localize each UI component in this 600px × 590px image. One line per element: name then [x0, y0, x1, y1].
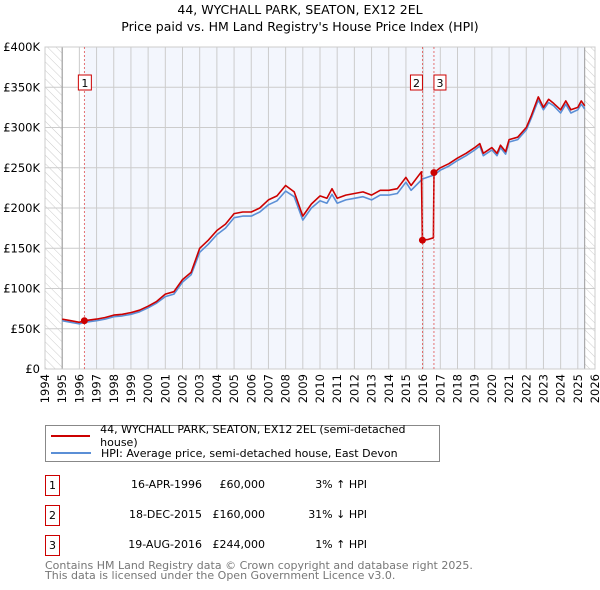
x-tick-label: 2002	[176, 374, 190, 403]
x-tick-label: 2018	[451, 374, 465, 403]
legend-item-property: 44, WYCHALL PARK, SEATON, EX12 2EL (semi…	[51, 423, 439, 449]
x-tick-label: 2023	[536, 374, 550, 403]
x-tick-label: 2012	[347, 374, 361, 403]
x-tick-label: 2010	[313, 374, 327, 403]
sale-label-box	[433, 74, 447, 91]
x-tick-label: 2004	[210, 374, 224, 403]
x-tick-label: 1998	[107, 374, 121, 403]
sale-label-box	[409, 74, 423, 91]
legend-label-hpi: HPI: Average price, semi-detached house,…	[101, 446, 398, 460]
transaction-row: 2 18-DEC-2015 £160,000 31% ↓ HPI	[45, 505, 465, 526]
x-tick-label: 2011	[330, 374, 344, 403]
legend-label-property: 44, WYCHALL PARK, SEATON, EX12 2EL (semi…	[100, 423, 406, 449]
x-tick-label: 1994	[38, 374, 52, 403]
legend-item-hpi: HPI: Average price, semi-detached house,…	[51, 446, 398, 460]
transaction-hpi: 3% ↑ HPI	[315, 478, 367, 491]
transaction-number: 2	[45, 505, 60, 526]
transaction-date: 16-APR-1996	[130, 478, 202, 491]
x-tick-label: 2022	[519, 374, 533, 403]
legend-swatch-property	[51, 435, 91, 437]
x-tick-label: 2003	[193, 374, 207, 403]
x-tick-label: 2020	[485, 374, 499, 403]
x-tick-label: 2009	[296, 374, 310, 403]
x-tick-label: 2013	[365, 374, 379, 403]
y-tick-label: £400K	[3, 40, 40, 54]
x-tick-label: 2025	[571, 374, 585, 403]
x-tick-label: 2019	[468, 374, 482, 403]
x-tick-label: 2005	[227, 374, 241, 403]
y-tick-label: £200K	[3, 201, 40, 215]
y-tick-label: £300K	[3, 121, 40, 135]
y-tick-label: £50K	[11, 322, 41, 336]
y-tick-label: £100K	[3, 282, 40, 296]
y-tick-label: £350K	[3, 80, 40, 94]
x-tick-label: 2016	[416, 374, 430, 403]
transaction-date: 19-AUG-2016	[128, 538, 202, 551]
transaction-price: £244,000	[212, 538, 266, 551]
sale-label: 2	[413, 77, 420, 90]
y-tick-label: £250K	[3, 161, 40, 175]
x-tick-label: 2015	[399, 374, 413, 403]
sale-point	[418, 236, 426, 244]
hpi-line	[62, 99, 586, 325]
transaction-hpi: 31% ↓ HPI	[308, 508, 367, 521]
sale-label-box	[77, 74, 92, 91]
x-tick-label: 2008	[279, 374, 293, 403]
sale-label: 1	[81, 77, 88, 90]
chart-subtitle: Price paid vs. HM Land Registry's House …	[121, 19, 479, 34]
transaction-price: £60,000	[219, 478, 266, 491]
x-tick-label: 2007	[261, 374, 275, 403]
y-tick-label: £150K	[3, 241, 40, 255]
x-tick-label: 2026	[588, 374, 600, 403]
x-tick-label: 2014	[382, 374, 396, 403]
legend-swatch-hpi	[51, 452, 91, 454]
x-tick-label: 1997	[90, 374, 104, 403]
transaction-row: 1 16-APR-1996 £60,000 3% ↑ HPI	[45, 475, 465, 496]
footer-copyright: Contains HM Land Registry data © Crown c…	[45, 559, 473, 572]
x-tick-label: 1996	[72, 374, 86, 403]
x-tick-label: 1999	[124, 374, 138, 403]
x-tick-label: 1995	[55, 374, 69, 403]
x-tick-label: 2000	[141, 374, 155, 403]
plot-border	[44, 46, 596, 370]
x-tick-label: 2024	[554, 374, 568, 403]
x-tick-label: 2006	[244, 374, 258, 403]
transaction-date: 18-DEC-2015	[128, 508, 202, 521]
x-tick-label: 2001	[158, 374, 172, 403]
transaction-number: 1	[45, 475, 60, 496]
property-price-line	[62, 96, 586, 324]
transaction-hpi: 1% ↑ HPI	[315, 538, 367, 551]
chart-title: 44, WYCHALL PARK, SEATON, EX12 2EL	[177, 2, 423, 17]
x-tick-label: 2021	[502, 374, 516, 403]
transaction-row: 3 19-AUG-2016 £244,000 1% ↑ HPI	[45, 535, 465, 556]
sale-label: 3	[436, 77, 443, 90]
y-tick-label: £0	[25, 362, 40, 376]
x-tick-label: 2017	[433, 374, 447, 403]
transaction-number: 3	[45, 535, 60, 556]
footer-licence: This data is licensed under the Open Gov…	[45, 569, 396, 582]
sale-point	[80, 317, 88, 325]
sale-point	[430, 169, 438, 177]
transaction-price: £160,000	[212, 508, 266, 521]
chart-legend: 44, WYCHALL PARK, SEATON, EX12 2EL (semi…	[45, 423, 440, 462]
